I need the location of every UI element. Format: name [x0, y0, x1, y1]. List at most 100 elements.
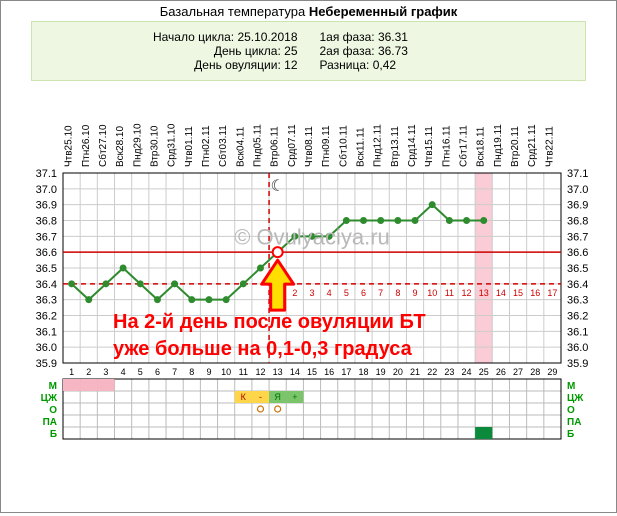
svg-text:15: 15: [307, 367, 317, 377]
svg-text:14: 14: [496, 288, 506, 298]
svg-text:© Ovulyaciya.ru: © Ovulyaciya.ru: [234, 224, 390, 249]
svg-text:23: 23: [444, 367, 454, 377]
diff-label: Разница:: [320, 58, 370, 72]
svg-text:9: 9: [413, 288, 418, 298]
phase1-label: 1ая фаза:: [320, 30, 375, 44]
svg-text:Птн09.11: Птн09.11: [321, 125, 332, 167]
phase2-label: 2ая фаза:: [320, 44, 375, 58]
svg-text:6: 6: [361, 288, 366, 298]
svg-text:Птн16.11: Птн16.11: [441, 125, 452, 167]
svg-text:35.9: 35.9: [36, 358, 57, 370]
svg-text:36.4: 36.4: [567, 279, 588, 291]
phase2-value: 36.73: [378, 44, 408, 58]
svg-text:Сбт27.10: Сбт27.10: [97, 124, 109, 167]
svg-text:36.7: 36.7: [567, 231, 588, 243]
svg-text:10: 10: [221, 367, 231, 377]
svg-text:36.5: 36.5: [567, 263, 588, 275]
svg-text:20: 20: [393, 367, 403, 377]
svg-text:36.1: 36.1: [36, 326, 57, 338]
svg-text:Б: Б: [567, 429, 574, 440]
svg-text:Чтв25.10: Чтв25.10: [64, 125, 75, 167]
svg-text:5: 5: [344, 288, 349, 298]
svg-text:уже больше на 0,1-0,3 градуса: уже больше на 0,1-0,3 градуса: [113, 338, 413, 360]
phase1-value: 36.31: [378, 30, 408, 44]
svg-text:36.6: 36.6: [567, 247, 588, 259]
svg-text:+: +: [292, 392, 297, 402]
cycle-start-label: Начало цикла:: [153, 30, 234, 44]
svg-text:Я: Я: [274, 392, 281, 402]
svg-text:12: 12: [462, 288, 472, 298]
svg-text:Птн26.10: Птн26.10: [81, 124, 92, 167]
svg-text:Втр13.11: Втр13.11: [390, 126, 401, 167]
svg-text:2: 2: [86, 367, 91, 377]
svg-text:О: О: [567, 405, 575, 416]
svg-text:Втр06.11: Втр06.11: [270, 126, 281, 167]
svg-text:36.5: 36.5: [36, 263, 57, 275]
cycle-day-value: 25: [284, 44, 297, 58]
svg-text:7: 7: [172, 367, 177, 377]
svg-text:Вск04.11: Вск04.11: [235, 126, 246, 167]
svg-text:37.0: 37.0: [567, 184, 588, 196]
svg-text:Втр20.11: Втр20.11: [510, 126, 521, 167]
svg-text:36.7: 36.7: [36, 231, 57, 243]
svg-text:14: 14: [290, 367, 300, 377]
svg-text:Вск18.11: Вск18.11: [476, 126, 487, 167]
svg-text:Пнд05.11: Пнд05.11: [252, 124, 263, 167]
svg-text:М: М: [49, 381, 57, 392]
svg-text:36.3: 36.3: [36, 295, 57, 307]
svg-text:36.9: 36.9: [567, 200, 588, 212]
svg-text:36.9: 36.9: [36, 200, 57, 212]
svg-text:Сбт10.11: Сбт10.11: [337, 125, 349, 167]
cycle-start-value: 25.10.2018: [237, 30, 297, 44]
svg-text:1: 1: [69, 367, 74, 377]
ovulation-day-value: 12: [284, 58, 297, 72]
svg-text:36.6: 36.6: [36, 247, 57, 259]
svg-text:36.0: 36.0: [36, 342, 57, 354]
svg-text:Чтв08.11: Чтв08.11: [304, 126, 315, 167]
svg-text:36.3: 36.3: [567, 295, 588, 307]
svg-text:Сбт17.11: Сбт17.11: [458, 125, 470, 167]
svg-text:17: 17: [341, 367, 351, 377]
svg-text:К: К: [241, 392, 247, 402]
svg-text:36.2: 36.2: [36, 311, 57, 323]
svg-text:ПА: ПА: [567, 417, 581, 428]
svg-text:Пнд19.11: Пнд19.11: [493, 124, 504, 167]
svg-text:15: 15: [513, 288, 523, 298]
svg-text:26: 26: [496, 367, 506, 377]
svg-text:-: -: [259, 392, 262, 402]
title-main: Небеременный график: [309, 4, 457, 19]
svg-text:ЦЖ: ЦЖ: [567, 393, 584, 404]
ovulation-day-label: День овуляции:: [194, 58, 281, 72]
svg-text:Срд31.10: Срд31.10: [167, 123, 178, 167]
svg-text:37.1: 37.1: [567, 168, 588, 180]
svg-text:13: 13: [479, 288, 489, 298]
svg-text:18: 18: [359, 367, 369, 377]
svg-text:На 2-й день после овуляции БТ: На 2-й день после овуляции БТ: [113, 311, 426, 333]
svg-text:16: 16: [530, 288, 540, 298]
svg-text:9: 9: [206, 367, 211, 377]
svg-text:Пнд29.10: Пнд29.10: [132, 123, 143, 167]
svg-text:Чтв01.11: Чтв01.11: [184, 126, 195, 167]
svg-text:29: 29: [547, 367, 557, 377]
svg-text:36.1: 36.1: [567, 326, 588, 338]
svg-text:22: 22: [427, 367, 437, 377]
svg-text:5: 5: [138, 367, 143, 377]
chart-title: Базальная температура Небеременный графи…: [1, 1, 616, 19]
svg-text:О: О: [49, 405, 57, 416]
svg-text:28: 28: [530, 367, 540, 377]
svg-text:37.0: 37.0: [36, 184, 57, 196]
svg-text:8: 8: [189, 367, 194, 377]
svg-text:37.1: 37.1: [36, 168, 57, 180]
svg-text:36.4: 36.4: [36, 279, 57, 291]
svg-text:3: 3: [309, 288, 314, 298]
svg-text:Срд14.11: Срд14.11: [407, 124, 418, 167]
svg-text:М: М: [567, 381, 575, 392]
title-prefix: Базальная температура: [160, 4, 306, 19]
svg-text:27: 27: [513, 367, 523, 377]
svg-text:7: 7: [378, 288, 383, 298]
svg-text:11: 11: [445, 288, 454, 298]
svg-text:6: 6: [155, 367, 160, 377]
svg-text:36.8: 36.8: [567, 216, 588, 228]
svg-text:Вск28.10: Вск28.10: [115, 125, 126, 167]
svg-text:36.2: 36.2: [567, 311, 588, 323]
